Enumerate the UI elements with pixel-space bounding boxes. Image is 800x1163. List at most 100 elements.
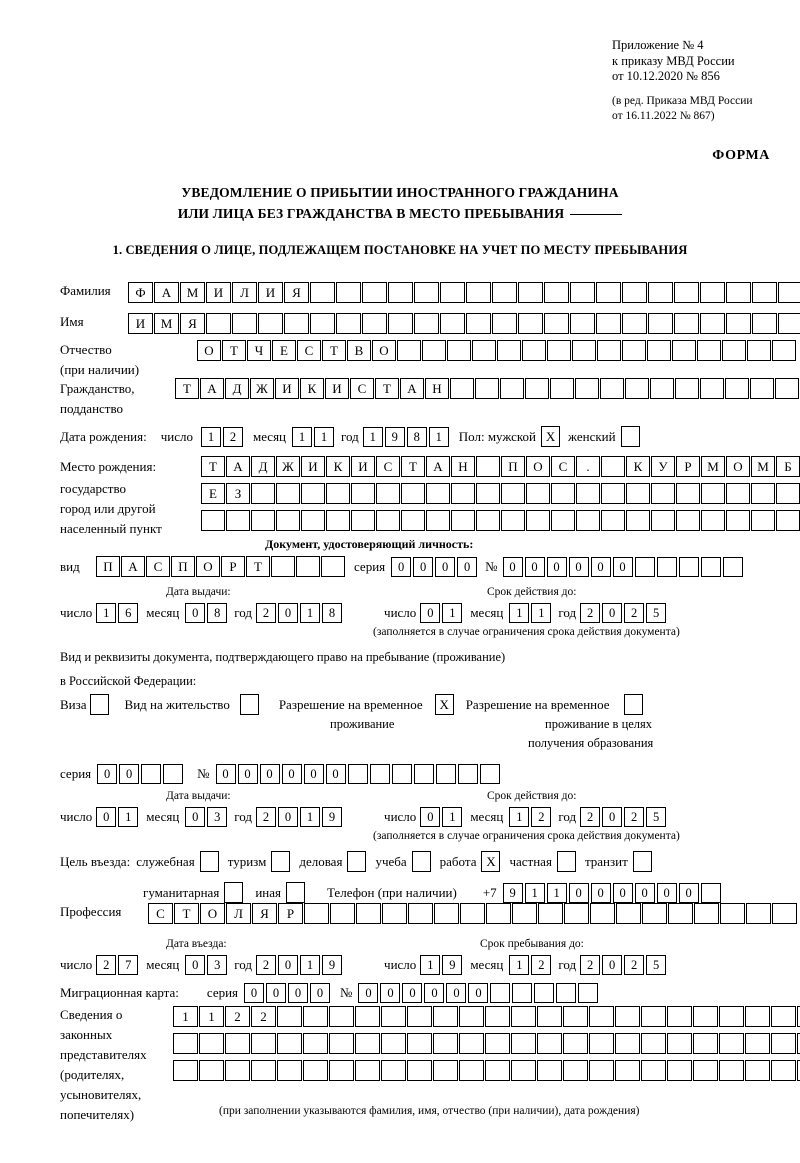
char-cell[interactable] (534, 983, 555, 1003)
char-cell[interactable] (563, 1033, 588, 1054)
char-cell[interactable] (778, 313, 800, 334)
char-cell[interactable]: 0 (568, 882, 589, 903)
char-cell[interactable] (518, 282, 543, 303)
char-cell[interactable] (413, 764, 434, 784)
temp-residence-checkbox[interactable]: Х (434, 694, 454, 715)
char-cell[interactable]: М (154, 313, 179, 334)
char-cell[interactable] (776, 483, 800, 504)
char-cell[interactable] (601, 456, 625, 477)
char-cell[interactable] (163, 764, 184, 784)
char-cell[interactable] (563, 1060, 588, 1081)
char-cell[interactable] (336, 282, 361, 303)
char-cell[interactable] (572, 340, 596, 361)
char-cell[interactable]: . (576, 456, 600, 477)
char-cell[interactable] (450, 378, 474, 399)
char-cell[interactable] (601, 510, 625, 531)
char-cell[interactable] (271, 556, 295, 577)
char-cell[interactable] (199, 1060, 224, 1081)
char-cell[interactable] (277, 1006, 302, 1027)
char-cell[interactable] (693, 1006, 718, 1027)
char-cell[interactable] (615, 1006, 640, 1027)
char-cell[interactable]: 1 (531, 603, 552, 623)
char-cell[interactable] (726, 313, 751, 334)
char-cell[interactable]: 0 (244, 983, 265, 1003)
char-cell[interactable] (382, 903, 407, 924)
char-cell[interactable] (199, 1033, 224, 1054)
char-cell[interactable]: 2 (96, 955, 117, 975)
char-cell[interactable] (719, 1006, 744, 1027)
char-cell[interactable]: 0 (391, 556, 412, 577)
char-cell[interactable]: 8 (406, 426, 427, 447)
char-cell[interactable] (351, 510, 375, 531)
char-cell[interactable]: 0 (612, 882, 633, 903)
char-cell[interactable]: Т (322, 340, 346, 361)
char-cell[interactable] (347, 764, 368, 784)
purpose-option-checkbox[interactable] (632, 851, 652, 872)
char-cell[interactable]: 0 (303, 764, 324, 784)
char-cell[interactable] (459, 1006, 484, 1027)
char-cell[interactable] (485, 1060, 510, 1081)
char-cell[interactable]: 0 (310, 983, 331, 1003)
char-cell[interactable] (475, 378, 499, 399)
char-cell[interactable]: 0 (402, 983, 423, 1003)
char-cell[interactable]: И (325, 378, 349, 399)
char-cell[interactable]: Б (776, 456, 800, 477)
char-cell[interactable] (526, 510, 550, 531)
char-cell[interactable] (667, 1060, 692, 1081)
char-cell[interactable] (397, 340, 421, 361)
char-cell[interactable]: 1 (300, 603, 321, 623)
char-cell[interactable]: 5 (646, 603, 667, 623)
char-cell[interactable] (576, 483, 600, 504)
char-cell[interactable]: 8 (207, 603, 228, 623)
char-cell[interactable] (674, 282, 699, 303)
char-cell[interactable] (651, 510, 675, 531)
char-cell[interactable] (622, 340, 646, 361)
char-cell[interactable] (381, 1060, 406, 1081)
char-cell[interactable] (537, 1006, 562, 1027)
char-cell[interactable]: А (426, 456, 450, 477)
char-cell[interactable]: 2 (580, 955, 601, 975)
char-cell[interactable] (486, 903, 511, 924)
char-cell[interactable]: 1 (96, 603, 117, 623)
char-cell[interactable]: 0 (185, 603, 206, 623)
char-cell[interactable] (720, 903, 745, 924)
char-cell[interactable] (675, 378, 699, 399)
char-cell[interactable]: Е (272, 340, 296, 361)
char-cell[interactable] (479, 764, 500, 784)
char-cell[interactable]: 0 (634, 882, 655, 903)
char-cell[interactable] (776, 510, 800, 531)
char-cell[interactable] (778, 282, 800, 303)
char-cell[interactable]: П (96, 556, 120, 577)
char-cell[interactable]: 0 (420, 603, 441, 623)
char-cell[interactable] (401, 483, 425, 504)
char-cell[interactable]: 0 (435, 556, 456, 577)
char-cell[interactable]: Л (226, 903, 251, 924)
char-cell[interactable] (647, 340, 671, 361)
char-cell[interactable]: 3 (207, 955, 228, 975)
char-cell[interactable]: 2 (222, 426, 243, 447)
char-cell[interactable] (511, 1006, 536, 1027)
char-cell[interactable] (330, 903, 355, 924)
char-cell[interactable] (700, 882, 721, 903)
char-cell[interactable] (173, 1060, 198, 1081)
char-cell[interactable] (492, 282, 517, 303)
char-cell[interactable] (376, 483, 400, 504)
char-cell[interactable]: 0 (590, 882, 611, 903)
char-cell[interactable] (672, 340, 696, 361)
char-cell[interactable] (771, 1033, 796, 1054)
char-cell[interactable] (433, 1060, 458, 1081)
char-cell[interactable]: 0 (602, 955, 623, 975)
char-cell[interactable]: 0 (97, 764, 118, 784)
char-cell[interactable] (451, 483, 475, 504)
char-cell[interactable]: З (226, 483, 250, 504)
char-cell[interactable] (476, 483, 500, 504)
char-cell[interactable] (490, 983, 511, 1003)
char-cell[interactable]: 0 (185, 807, 206, 827)
char-cell[interactable] (485, 1033, 510, 1054)
char-cell[interactable]: 9 (322, 955, 343, 975)
